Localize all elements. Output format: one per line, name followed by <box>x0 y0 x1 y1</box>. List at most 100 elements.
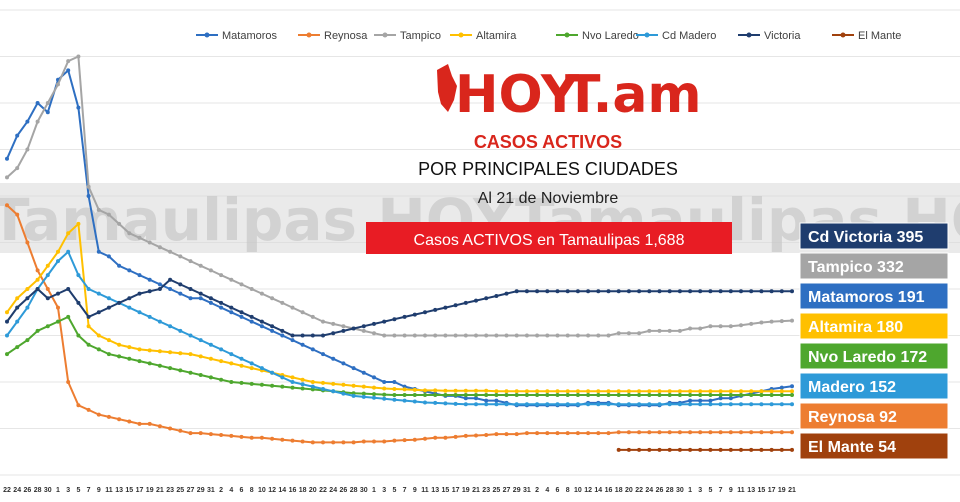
data-point <box>402 333 407 338</box>
data-point <box>331 321 336 326</box>
data-point <box>453 303 458 308</box>
data-point <box>596 402 601 407</box>
data-point <box>331 331 336 336</box>
data-point <box>321 380 325 385</box>
city-label-box <box>799 222 949 250</box>
x-tick-label: 5 <box>392 487 396 494</box>
data-point <box>321 440 325 445</box>
city-label-box <box>799 402 949 430</box>
data-point <box>637 402 642 407</box>
data-point <box>443 435 448 440</box>
x-tick-label: 16 <box>289 487 297 494</box>
data-point <box>239 380 244 385</box>
x-tick-label: 12 <box>584 487 592 494</box>
data-point <box>433 307 438 312</box>
data-point <box>219 377 224 382</box>
city-label: Matamoros 191 <box>799 282 949 310</box>
data-point <box>300 342 305 347</box>
data-point <box>341 382 346 387</box>
data-point <box>382 439 387 444</box>
city-label-text: Altamira 180 <box>808 319 903 336</box>
data-point <box>443 333 448 338</box>
data-point <box>616 331 621 336</box>
data-point <box>76 54 81 59</box>
data-point <box>698 447 703 452</box>
data-point <box>300 310 305 315</box>
x-tick-label: 13 <box>747 487 755 494</box>
city-label: Cd Victoria 395 <box>799 222 949 250</box>
data-point <box>596 431 601 436</box>
data-point <box>96 207 101 212</box>
data-point <box>616 393 621 397</box>
data-point <box>249 314 254 319</box>
data-point <box>35 328 40 333</box>
data-point <box>749 447 754 452</box>
series-line <box>6 250 792 406</box>
data-point <box>300 386 305 391</box>
data-point <box>198 354 203 359</box>
legend-entry: Tampico <box>374 30 441 42</box>
x-tick-label: 21 <box>472 487 480 494</box>
data-point <box>688 393 693 397</box>
data-point <box>514 432 519 437</box>
data-point <box>545 289 550 294</box>
data-point <box>575 402 580 407</box>
data-point <box>790 393 794 397</box>
data-point <box>565 402 570 407</box>
data-point <box>616 402 621 407</box>
data-point <box>259 324 264 329</box>
data-point <box>545 389 550 394</box>
data-point <box>392 387 397 391</box>
data-point <box>147 348 152 353</box>
data-point <box>310 380 315 384</box>
data-point <box>524 333 529 338</box>
data-point <box>259 382 264 387</box>
x-tick-label: 25 <box>493 487 501 494</box>
data-point <box>35 101 40 105</box>
data-point <box>474 298 478 303</box>
data-point <box>759 320 764 325</box>
data-point <box>86 342 91 347</box>
data-point <box>372 385 376 390</box>
data-point <box>127 345 132 350</box>
data-point <box>147 277 152 282</box>
x-tick-label: 24 <box>645 487 653 494</box>
data-point <box>708 402 713 407</box>
x-tick-label: 30 <box>44 487 52 494</box>
data-point <box>759 389 764 394</box>
city-label-text: Cd Victoria 395 <box>808 229 923 246</box>
x-tick-label: 21 <box>156 487 164 494</box>
legend-label: Altamira <box>476 30 517 42</box>
data-point <box>45 273 50 278</box>
data-point <box>86 314 91 319</box>
x-tick-label: 13 <box>115 487 123 494</box>
data-point <box>565 333 570 338</box>
data-point <box>208 300 213 305</box>
data-point <box>208 375 213 380</box>
data-point <box>300 382 305 387</box>
data-point <box>463 402 468 407</box>
data-point <box>86 324 91 329</box>
x-tick-label: 3 <box>382 487 386 494</box>
data-point <box>127 419 132 424</box>
data-point <box>351 440 356 445</box>
data-point <box>688 402 693 407</box>
data-point <box>239 310 244 315</box>
data-point <box>392 438 397 443</box>
data-point <box>198 263 203 268</box>
data-point <box>382 319 387 324</box>
data-point <box>698 389 703 394</box>
data-point <box>586 402 591 407</box>
x-tick-label: 13 <box>431 487 439 494</box>
data-point <box>453 388 458 393</box>
data-point <box>728 447 733 452</box>
data-point <box>718 389 723 394</box>
data-point <box>66 68 71 73</box>
series-line <box>6 278 792 337</box>
data-point <box>392 380 397 384</box>
data-point <box>708 289 713 294</box>
data-point <box>178 254 183 259</box>
logo-accent: T.am <box>565 65 702 125</box>
data-point <box>239 434 244 439</box>
